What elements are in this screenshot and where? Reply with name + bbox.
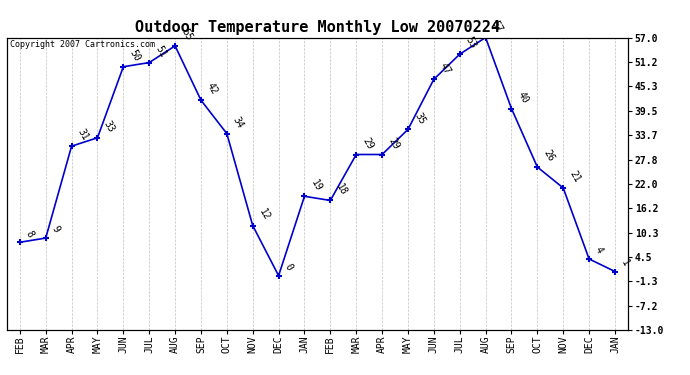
Title: Outdoor Temperature Monthly Low 20070224: Outdoor Temperature Monthly Low 20070224 <box>135 20 500 35</box>
Text: 33: 33 <box>101 119 116 134</box>
Text: Copyright 2007 Cartronics.com: Copyright 2007 Cartronics.com <box>10 40 155 50</box>
Text: 26: 26 <box>542 148 556 164</box>
Text: 12: 12 <box>257 207 271 222</box>
Text: 57: 57 <box>490 19 504 34</box>
Text: 31: 31 <box>76 128 90 142</box>
Text: 42: 42 <box>205 81 219 97</box>
Text: 9: 9 <box>50 224 61 234</box>
Text: 21: 21 <box>567 169 582 184</box>
Text: 35: 35 <box>412 111 426 126</box>
Text: 29: 29 <box>360 136 375 151</box>
Text: 18: 18 <box>335 182 349 197</box>
Text: 0: 0 <box>283 262 295 272</box>
Text: 4: 4 <box>593 245 605 255</box>
Text: 29: 29 <box>386 136 401 151</box>
Text: 8: 8 <box>24 229 36 239</box>
Text: 34: 34 <box>231 115 246 130</box>
Text: 50: 50 <box>128 48 142 63</box>
Text: 55: 55 <box>179 27 194 42</box>
Text: 53: 53 <box>464 36 478 51</box>
Text: 47: 47 <box>438 60 453 76</box>
Text: 40: 40 <box>515 90 530 105</box>
Text: 19: 19 <box>308 177 323 193</box>
Text: 1: 1 <box>619 258 631 268</box>
Text: 51: 51 <box>153 44 168 59</box>
